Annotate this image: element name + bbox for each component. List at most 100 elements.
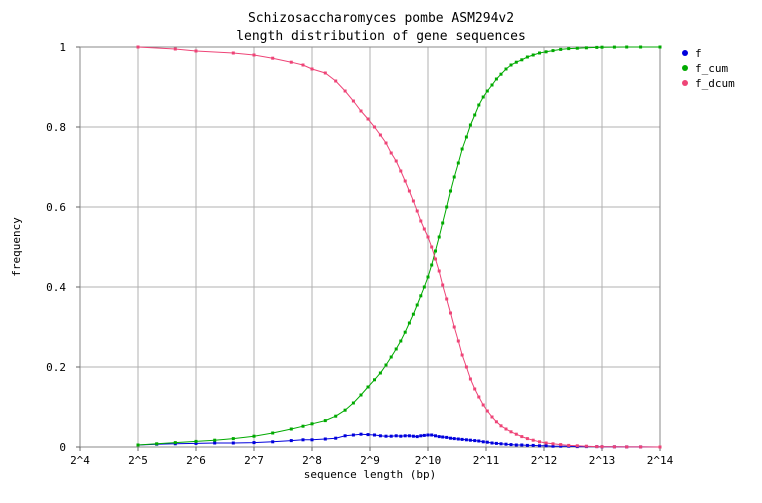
data-point	[334, 414, 338, 418]
legend-marker	[682, 65, 688, 71]
data-point	[468, 438, 472, 442]
series-f	[136, 432, 662, 449]
data-point	[378, 371, 382, 375]
data-point	[559, 47, 563, 51]
x-tick-label: 2^7	[244, 454, 264, 467]
data-point	[419, 219, 423, 223]
data-point	[271, 440, 275, 444]
data-point	[452, 437, 456, 441]
data-point	[531, 53, 535, 57]
legend-label: f_dcum	[695, 77, 735, 90]
data-point	[477, 439, 481, 443]
data-point	[473, 439, 477, 443]
data-point	[426, 275, 430, 279]
data-point	[612, 445, 616, 449]
data-point	[310, 422, 314, 426]
data-point	[525, 437, 529, 441]
x-tick-label: 2^12	[531, 454, 558, 467]
data-point	[437, 269, 441, 273]
data-point	[559, 443, 563, 447]
data-point	[271, 431, 275, 435]
data-point	[584, 46, 588, 50]
data-point	[452, 175, 456, 179]
data-point	[481, 95, 485, 99]
data-point	[301, 438, 305, 442]
y-axis-label: frequency	[10, 217, 23, 277]
data-point	[520, 58, 524, 62]
y-tick-label: 0.4	[46, 281, 66, 294]
data-point	[525, 443, 529, 447]
data-point	[231, 51, 235, 55]
data-point	[494, 441, 498, 445]
x-tick-label: 2^5	[128, 454, 148, 467]
y-tick-label: 0.8	[46, 121, 66, 134]
data-point	[468, 123, 472, 127]
data-point	[430, 433, 434, 437]
data-point	[464, 135, 468, 139]
data-point	[407, 189, 411, 193]
data-point	[411, 434, 415, 438]
data-point	[538, 51, 541, 55]
data-point	[658, 45, 662, 49]
data-point	[434, 249, 437, 253]
data-point	[351, 433, 355, 437]
data-point	[441, 283, 445, 287]
data-point	[481, 440, 485, 444]
data-point	[136, 443, 140, 447]
data-point	[194, 441, 198, 445]
data-point	[625, 45, 629, 49]
legend-marker	[682, 50, 688, 56]
x-tick-label: 2^13	[589, 454, 616, 467]
data-point	[252, 53, 256, 57]
axis-ticks: 2^4 2^5 2^6 2^7 2^8 2^9 2^10 2^11 2^12 2^13 2^14 0 0…	[46, 41, 673, 467]
data-point	[366, 117, 370, 121]
data-point	[252, 441, 256, 445]
data-point	[343, 408, 347, 412]
data-point	[473, 113, 477, 117]
data-point	[155, 442, 159, 446]
data-point	[485, 89, 489, 93]
data-point	[460, 147, 464, 151]
data-point	[323, 71, 327, 75]
data-point	[520, 435, 524, 439]
data-point	[403, 330, 407, 334]
data-point	[419, 434, 423, 438]
data-point	[449, 436, 452, 440]
data-point	[384, 363, 388, 367]
data-point	[544, 444, 548, 448]
data-point	[430, 263, 434, 267]
data-point	[310, 438, 314, 442]
data-point	[567, 47, 571, 51]
data-point	[509, 63, 513, 67]
data-point	[460, 353, 464, 357]
data-point	[612, 45, 616, 49]
data-point	[531, 443, 535, 447]
data-point	[485, 409, 489, 413]
data-point	[194, 439, 198, 443]
x-tick-label: 2^10	[415, 454, 442, 467]
data-point	[477, 395, 481, 399]
data-point	[430, 245, 434, 249]
data-point	[456, 161, 460, 165]
data-point	[514, 60, 518, 64]
data-point	[426, 433, 430, 437]
data-point	[514, 432, 518, 436]
x-tick-label: 2^9	[360, 454, 380, 467]
data-point	[310, 67, 314, 71]
data-point	[173, 47, 177, 51]
series-line	[137, 46, 660, 446]
data-point	[399, 169, 403, 173]
y-tick-label: 0	[59, 441, 66, 454]
data-point	[373, 378, 376, 382]
data-point	[394, 434, 398, 438]
data-point	[531, 438, 535, 442]
data-point	[359, 432, 363, 436]
data-point	[567, 443, 571, 447]
data-point	[544, 441, 548, 445]
data-point	[411, 199, 415, 203]
data-point	[509, 430, 513, 434]
data-point	[441, 221, 445, 225]
data-point	[445, 205, 449, 209]
data-point	[399, 434, 403, 438]
